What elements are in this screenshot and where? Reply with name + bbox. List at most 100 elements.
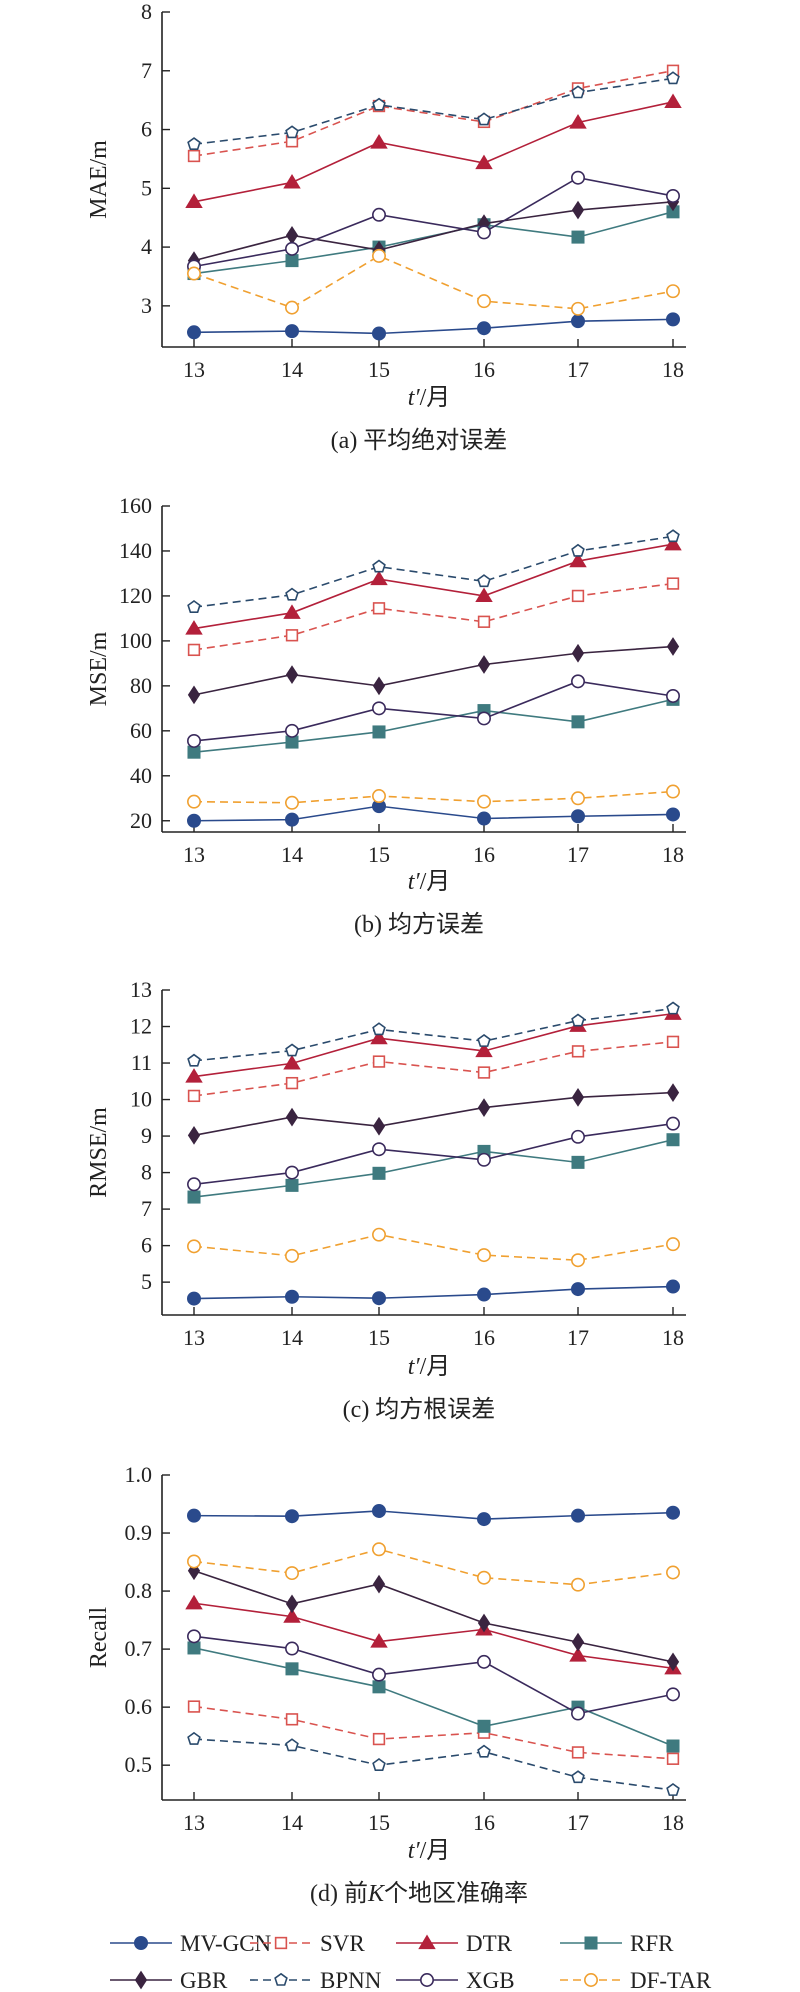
data-point (187, 1190, 201, 1204)
x-axis-label: t′/月 (408, 1354, 451, 1380)
data-point (571, 1045, 585, 1058)
data-point (569, 552, 587, 568)
legend-item: BPNN (250, 1968, 382, 1992)
chart-panel: 3 4 5 6 7 8 13 14 15 16 17 18 MAE/m t′/月 (a) 平均绝对误差 (86, 0, 686, 454)
y-tick-label: 11 (131, 1050, 152, 1075)
data-point (477, 112, 491, 126)
y-tick-label: 8 (141, 0, 152, 24)
data-point (666, 1133, 680, 1147)
data-point (285, 324, 299, 339)
series-xgb (187, 170, 680, 274)
y-tick-label: 6 (141, 117, 152, 142)
y-tick-label: 80 (130, 673, 152, 698)
y-tick-label: 5 (141, 175, 152, 200)
series-line (193, 582, 674, 651)
data-point (666, 784, 680, 799)
data-point (666, 577, 680, 590)
data-point (285, 1738, 299, 1752)
x-tick-label: 13 (183, 842, 205, 867)
series-svr (187, 64, 680, 163)
x-tick-label: 17 (567, 357, 589, 382)
y-tick-label: 100 (119, 628, 152, 653)
data-point (477, 1570, 491, 1585)
y-tick-label: 13 (130, 977, 152, 1002)
data-point (666, 1652, 680, 1672)
series-line (193, 1510, 674, 1520)
series-line (193, 1602, 674, 1670)
x-tick-label: 18 (662, 1325, 684, 1350)
data-point (372, 1142, 386, 1157)
data-point (285, 812, 299, 827)
panel-caption: (d) 前K个地区准确率 (310, 1880, 528, 1907)
y-tick-label: 160 (119, 493, 152, 518)
data-point (283, 173, 301, 189)
data-point (571, 1013, 585, 1027)
series-svr (187, 1035, 680, 1103)
x-tick-label: 16 (473, 1325, 495, 1350)
data-point (666, 188, 680, 203)
data-point (187, 1554, 201, 1569)
series-line (193, 1041, 674, 1097)
series-line (193, 1007, 674, 1062)
data-point (285, 795, 299, 810)
data-point (372, 1022, 386, 1036)
data-point (285, 1248, 299, 1263)
data-point (477, 1098, 491, 1117)
data-point (187, 1291, 201, 1306)
caption-prefix: (d) 前 (310, 1880, 368, 1907)
x-tick-label: 13 (183, 1810, 205, 1835)
data-point (285, 1662, 299, 1676)
series-gbr (187, 1083, 680, 1145)
legend-label: DTR (466, 1931, 513, 1956)
x-tick-label: 16 (473, 1810, 495, 1835)
y-tick-label: 3 (141, 293, 152, 318)
legend-label: SVR (320, 1931, 365, 1956)
data-point (372, 1116, 386, 1136)
x-axis-label-unit: /月 (420, 385, 451, 411)
data-point (283, 604, 301, 619)
data-point (372, 1227, 386, 1242)
data-point (571, 589, 585, 603)
y-tick-label: 12 (130, 1014, 152, 1039)
data-point (666, 1116, 680, 1131)
data-point (187, 794, 201, 809)
y-tick-label: 8 (141, 1160, 152, 1185)
data-point (187, 1700, 201, 1713)
legend-marker (584, 1936, 598, 1950)
data-point (571, 1746, 585, 1759)
legend-marker (274, 1972, 288, 1986)
data-point (372, 326, 386, 341)
data-point (285, 1178, 299, 1192)
data-point (285, 254, 299, 268)
x-tick-label: 14 (281, 357, 303, 382)
data-point (187, 685, 201, 705)
data-point (666, 1687, 680, 1702)
data-point (187, 1177, 201, 1192)
data-point (571, 200, 585, 220)
series-df-tar (187, 784, 680, 810)
legend-marker (418, 1934, 436, 1950)
data-point (187, 1629, 201, 1644)
series-line (193, 645, 674, 696)
series-line (193, 680, 674, 742)
data-point (370, 1029, 388, 1045)
series-mv-gcn (187, 1279, 680, 1306)
x-tick-label: 13 (183, 357, 205, 382)
data-point (571, 715, 585, 729)
data-point (571, 85, 585, 99)
x-tick-label: 13 (183, 1325, 205, 1350)
data-point (285, 723, 299, 738)
series-line (193, 535, 674, 608)
data-point (666, 1739, 680, 1753)
data-point (477, 1654, 491, 1669)
legend-label: XGB (466, 1968, 515, 1992)
legend-label: DF-TAR (630, 1968, 712, 1992)
x-axis-label-var: t′ (408, 1354, 421, 1380)
data-point (666, 1565, 680, 1580)
x-tick-label: 14 (281, 1325, 303, 1350)
caption-suffix: 个地区准确率 (384, 1880, 528, 1907)
data-point (370, 570, 388, 586)
data-point (372, 602, 386, 615)
data-point (285, 629, 299, 642)
